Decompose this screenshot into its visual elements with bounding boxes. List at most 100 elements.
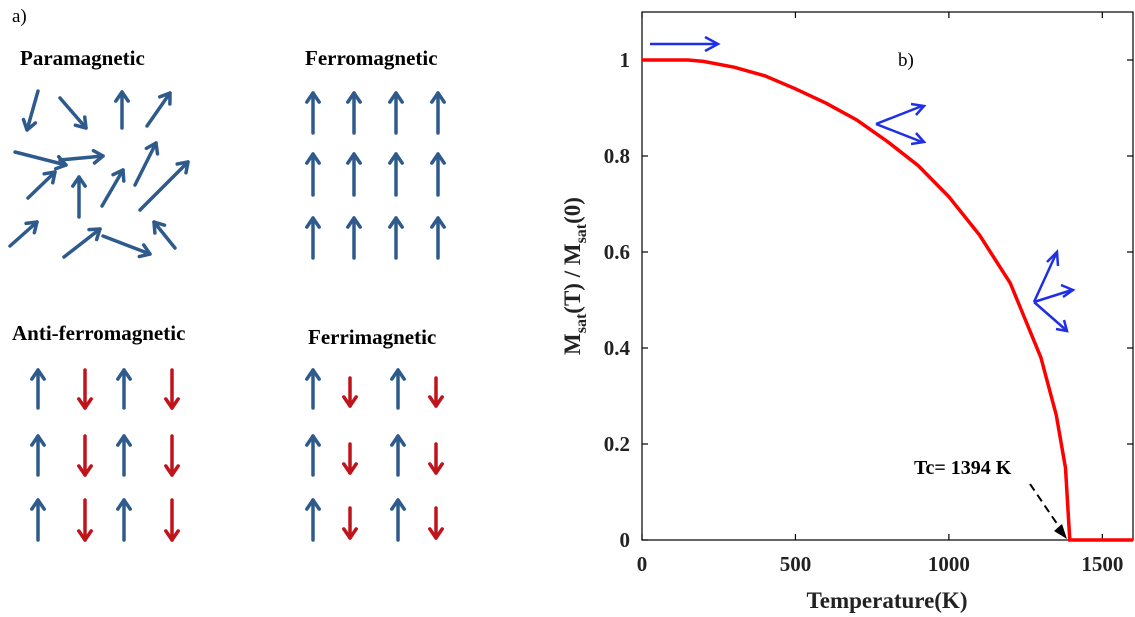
- tick-labels: 0 500 1000 1500 0 0.2 0.4 0.6 0.8 1: [604, 48, 1124, 576]
- arrowhead-icon: [430, 91, 446, 104]
- spin-up-arrow-icon: [305, 91, 321, 135]
- spin-arrow-icon: [21, 89, 40, 132]
- ferromagnetic-heading: Ferromagnetic: [305, 46, 438, 70]
- arrowhead-icon: [305, 368, 321, 381]
- tilted-spin-icon: [875, 104, 923, 126]
- arrowhead-icon: [388, 216, 404, 229]
- spin-up-arrow-icon: [388, 152, 404, 197]
- arrow-shaft: [133, 141, 158, 187]
- arrowhead-icon: [1046, 249, 1060, 267]
- arrow-shaft: [8, 220, 39, 248]
- ferrimagnetic-heading: Ferrimagnetic: [308, 325, 436, 349]
- tilted-spin-icon: [1032, 253, 1058, 303]
- arrowhead-icon: [116, 498, 132, 511]
- arrowhead-icon: [342, 462, 358, 475]
- arrowhead-icon: [305, 91, 321, 104]
- arrowhead-icon: [114, 90, 130, 103]
- spin-arrow-icon: [26, 170, 57, 200]
- arrow-shaft: [25, 89, 40, 132]
- spin-up-arrow-icon: [305, 152, 321, 197]
- arrowhead-icon: [77, 529, 93, 542]
- y-label-part: M: [560, 333, 585, 355]
- plot-frame: [641, 11, 1134, 541]
- spin-down-arrow-icon: [164, 368, 180, 410]
- arrowhead-icon: [430, 216, 446, 229]
- arrowhead-icon: [144, 141, 160, 156]
- antiferromagnetic-heading: Anti-ferromagnetic: [12, 321, 185, 345]
- arrowhead-icon: [30, 498, 46, 511]
- panel-a: a) Paramagnetic Ferromagnetic Anti-ferro…: [8, 6, 446, 542]
- arrow-shaft: [58, 154, 105, 162]
- y-label-subscript: sat: [573, 313, 590, 333]
- tilted-spin-icon: [1033, 301, 1067, 331]
- arrowhead-icon: [430, 152, 446, 165]
- x-tick-label: 1500: [1081, 552, 1123, 576]
- arrow-shaft: [58, 96, 88, 130]
- spin-icon-pair: [875, 102, 927, 146]
- arrowhead-icon: [704, 35, 721, 53]
- arrowhead-icon: [390, 368, 406, 381]
- arrowhead-icon: [164, 397, 180, 410]
- spin-arrow-icon: [145, 91, 172, 128]
- arrowhead-icon: [390, 434, 406, 447]
- arrow-shaft: [101, 234, 152, 256]
- spin-arrow-icon: [71, 175, 87, 219]
- magnetization-curve: [642, 58, 1133, 542]
- spin-down-arrow-icon: [77, 368, 93, 410]
- arrowhead-icon: [157, 91, 172, 106]
- spin-arrow-icon: [138, 160, 190, 212]
- spin-up-arrow-icon: [430, 216, 446, 260]
- arrowhead-icon: [175, 160, 190, 175]
- spin-up-arrow-icon: [30, 434, 46, 477]
- x-tick-label: 1000: [928, 552, 970, 576]
- paramagnetic-heading: Paramagnetic: [20, 46, 145, 70]
- arrowhead-icon: [342, 395, 358, 408]
- arrowhead-icon: [305, 152, 321, 165]
- arrowhead-icon: [305, 498, 321, 511]
- spin-up-arrow-icon: [305, 434, 321, 477]
- y-tick-label: 0.4: [604, 336, 631, 360]
- spin-down-arrow-icon: [428, 376, 444, 408]
- spin-icon-aligned: [650, 35, 721, 53]
- spin-arrow-icon: [100, 168, 126, 208]
- spin-up-arrow-icon: [430, 91, 446, 135]
- spin-arrow-icon: [8, 220, 39, 248]
- arrowhead-icon: [388, 152, 404, 165]
- arrowhead-icon: [390, 498, 406, 511]
- annotation-pointer: [1029, 483, 1065, 535]
- spin-up-arrow-icon: [390, 368, 406, 410]
- arrowhead-icon: [87, 227, 102, 242]
- spin-up-arrow-icon: [390, 434, 406, 477]
- arrowhead-icon: [116, 368, 132, 381]
- arrowhead-icon: [21, 117, 38, 132]
- arrow-shaft: [62, 227, 102, 259]
- y-label-subscript: sat: [573, 223, 590, 243]
- arrowhead-icon: [30, 434, 46, 447]
- ferrimagnetic-spins: [305, 368, 444, 542]
- arrowhead-icon: [164, 529, 180, 542]
- arrowhead-icon: [1055, 319, 1069, 333]
- arrowhead-icon: [77, 397, 93, 410]
- arrowhead-icon: [116, 434, 132, 447]
- y-label-part: (0): [560, 197, 585, 224]
- spin-up-arrow-icon: [305, 498, 321, 542]
- spin-down-arrow-icon: [77, 498, 93, 542]
- spin-down-arrow-icon: [164, 498, 180, 542]
- spin-up-arrow-icon: [346, 216, 362, 260]
- arrowhead-icon: [346, 216, 362, 229]
- spin-arrow-icon: [133, 141, 160, 187]
- spin-up-arrow-icon: [305, 216, 321, 260]
- spin-up-arrow-icon: [346, 91, 362, 135]
- y-tick-label: 0.6: [604, 240, 630, 264]
- spin-up-arrow-icon: [388, 216, 404, 260]
- arrowhead-icon: [111, 168, 126, 183]
- arrowhead-icon: [428, 462, 444, 475]
- arrowhead-icon: [1060, 283, 1076, 299]
- spin-up-arrow-icon: [116, 498, 132, 542]
- arrowhead-icon: [137, 243, 152, 259]
- y-tick-label: 0.2: [604, 432, 630, 456]
- arrowhead-icon: [346, 152, 362, 165]
- arrowhead-icon: [77, 464, 93, 477]
- arrow-shaft: [152, 220, 177, 250]
- arrow-shaft: [13, 150, 68, 167]
